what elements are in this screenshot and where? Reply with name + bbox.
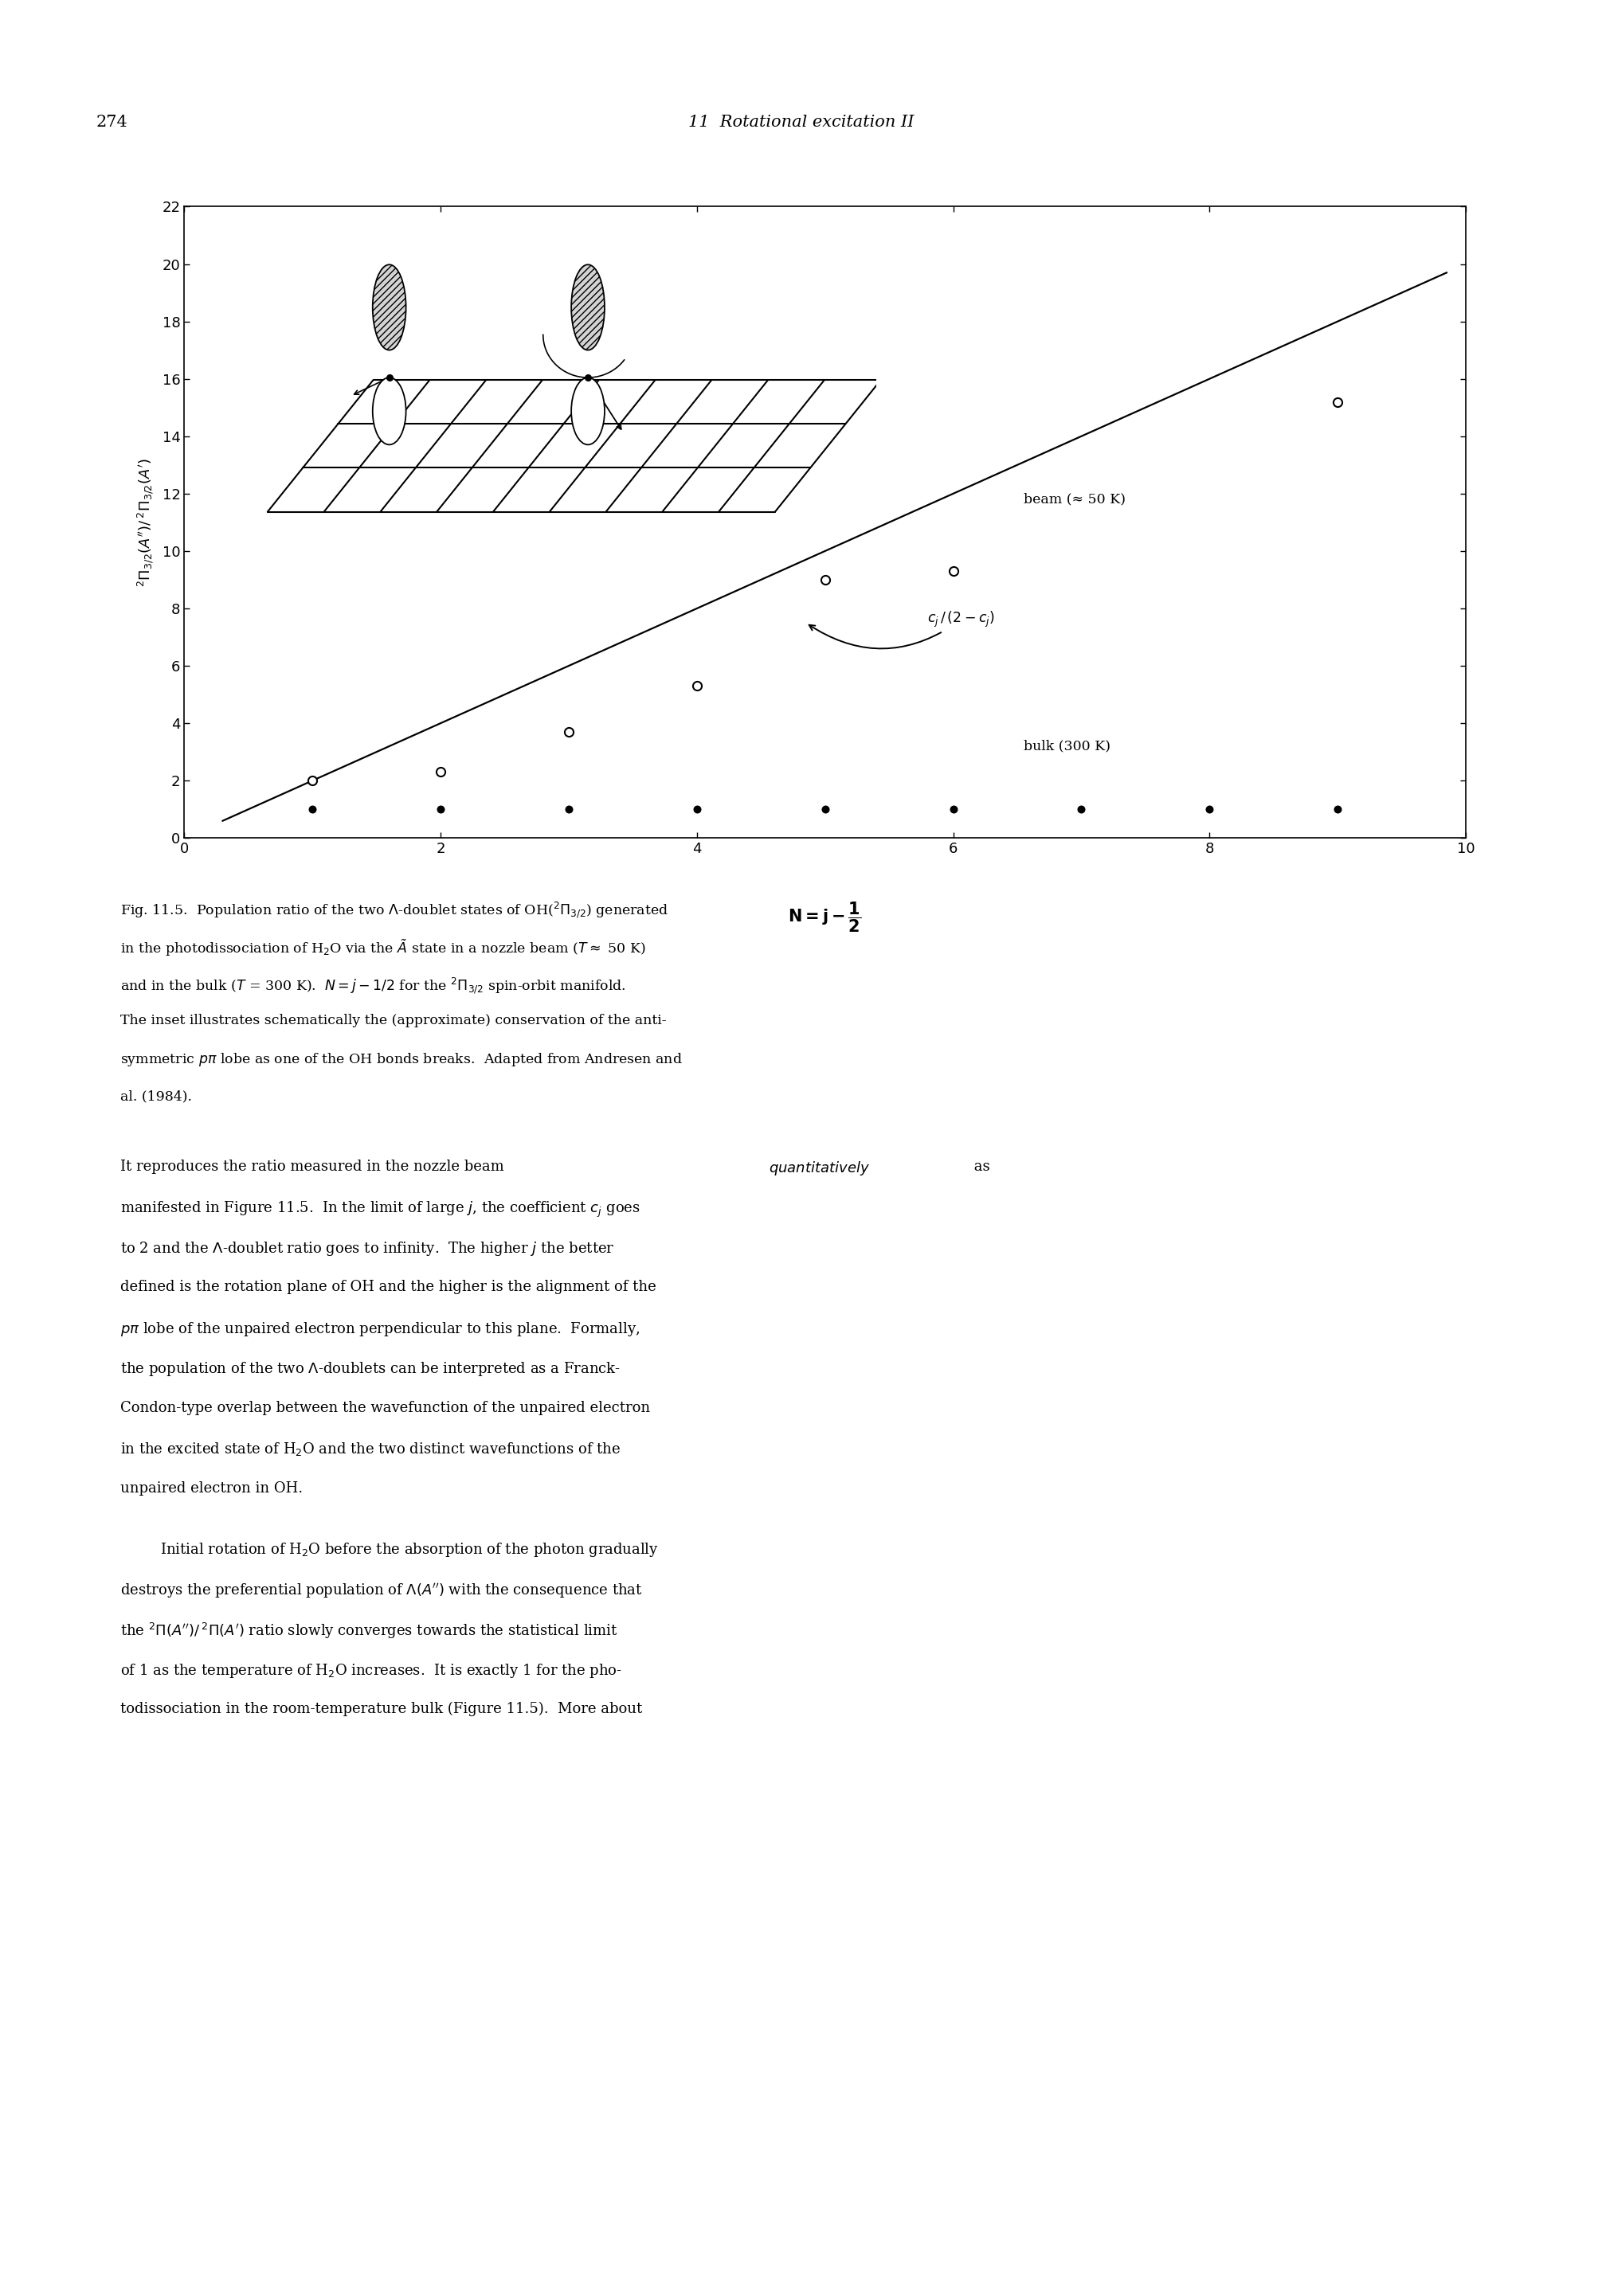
Text: $p\pi$ lobe of the unpaired electron perpendicular to this plane.  Formally,: $p\pi$ lobe of the unpaired electron per…	[120, 1320, 639, 1339]
Text: The inset illustrates schematically the (approximate) conservation of the anti-: The inset illustrates schematically the …	[120, 1015, 666, 1026]
Text: It reproduces the ratio measured in the nozzle beam: It reproduces the ratio measured in the …	[120, 1159, 508, 1173]
Text: $c_j\,/\,(2 - c_j)$: $c_j\,/\,(2 - c_j)$	[809, 611, 995, 647]
Text: Fig. 11.5.  Population ratio of the two $\Lambda$-doublet states of OH($^2\Pi_{3: Fig. 11.5. Population ratio of the two $…	[120, 900, 668, 921]
Text: the population of the two $\Lambda$-doublets can be interpreted as a Franck-: the population of the two $\Lambda$-doub…	[120, 1359, 620, 1378]
Text: manifested in Figure 11.5.  In the limit of large $j$, the coefficient $c_j$ goe: manifested in Figure 11.5. In the limit …	[120, 1199, 641, 1219]
Text: as: as	[969, 1159, 990, 1173]
Text: the $^2\Pi(A'')/\,^2\Pi(A')$ ratio slowly converges towards the statistical limi: the $^2\Pi(A'')/\,^2\Pi(A')$ ratio slowl…	[120, 1621, 618, 1642]
Text: symmetric $p\pi$ lobe as one of the OH bonds breaks.  Adapted from Andresen and: symmetric $p\pi$ lobe as one of the OH b…	[120, 1052, 682, 1068]
Text: Condon-type overlap between the wavefunction of the unpaired electron: Condon-type overlap between the wavefunc…	[120, 1401, 650, 1414]
Text: in the photodissociation of H$_2$O via the $\tilde{A}$ state in a nozzle beam ($: in the photodissociation of H$_2$O via t…	[120, 937, 646, 957]
Text: todissociation in the room-temperature bulk (Figure 11.5).  More about: todissociation in the room-temperature b…	[120, 1701, 642, 1717]
Text: of 1 as the temperature of H$_2$O increases.  It is exactly 1 for the pho-: of 1 as the temperature of H$_2$O increa…	[120, 1662, 622, 1678]
Text: and in the bulk ($T$ = 300 K).  $N = j - 1/2$ for the $^2\Pi_{3/2}$ spin-orbit m: and in the bulk ($T$ = 300 K). $N = j - …	[120, 976, 626, 996]
Text: in the excited state of H$_2$O and the two distinct wavefunctions of the: in the excited state of H$_2$O and the t…	[120, 1442, 620, 1458]
Text: defined is the rotation plane of OH and the higher is the alignment of the: defined is the rotation plane of OH and …	[120, 1281, 657, 1295]
Text: unpaired electron in OH.: unpaired electron in OH.	[120, 1481, 303, 1495]
Text: bulk (300 K): bulk (300 K)	[1024, 739, 1110, 753]
Text: destroys the preferential population of $\Lambda(A'')$ with the consequence that: destroys the preferential population of …	[120, 1582, 642, 1600]
Text: 11  Rotational excitation II: 11 Rotational excitation II	[689, 115, 913, 131]
Text: 274: 274	[96, 115, 128, 131]
Text: al. (1984).: al. (1984).	[120, 1091, 192, 1102]
Text: $\it{quantitatively}$: $\it{quantitatively}$	[769, 1159, 870, 1178]
Text: beam (≈ 50 K): beam (≈ 50 K)	[1024, 494, 1126, 505]
Text: Initial rotation of H$_2$O before the absorption of the photon gradually: Initial rotation of H$_2$O before the ab…	[160, 1541, 658, 1559]
Text: $\mathbf{N = j - \dfrac{1}{2}}$: $\mathbf{N = j - \dfrac{1}{2}}$	[788, 900, 862, 934]
Text: to 2 and the $\Lambda$-doublet ratio goes to infinity.  The higher $j$ the bette: to 2 and the $\Lambda$-doublet ratio goe…	[120, 1240, 615, 1258]
Y-axis label: $^2\Pi_{3/2}(A'')/\,^2\Pi_{3/2}(A')$: $^2\Pi_{3/2}(A'')/\,^2\Pi_{3/2}(A')$	[136, 457, 155, 588]
